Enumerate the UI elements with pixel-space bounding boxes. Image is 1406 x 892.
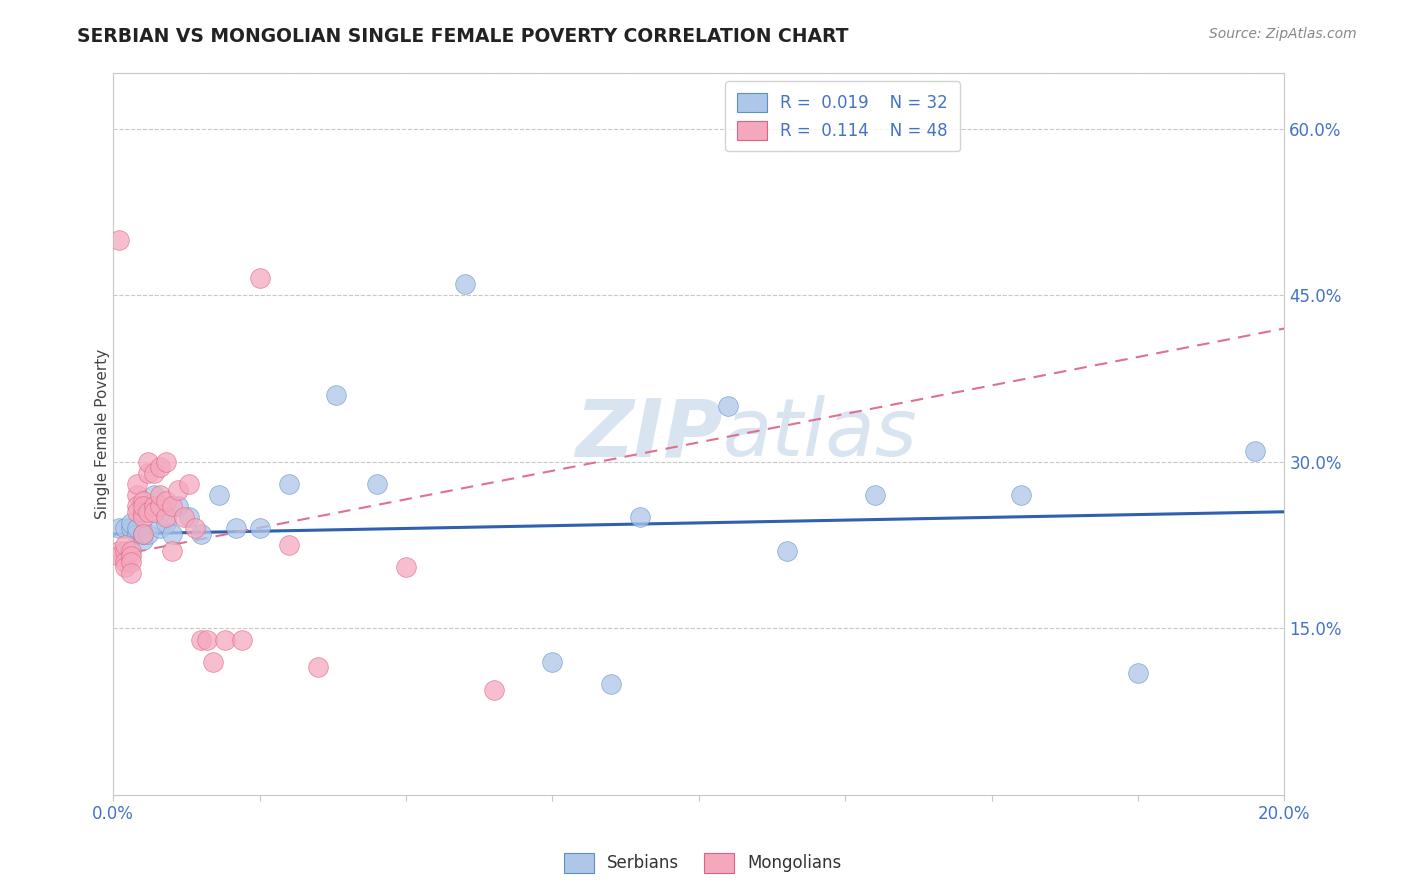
Point <box>155 516 177 530</box>
Point <box>138 466 160 480</box>
Point <box>108 521 131 535</box>
Text: Source: ZipAtlas.com: Source: ZipAtlas.com <box>1209 27 1357 41</box>
Point <box>160 527 183 541</box>
Text: atlas: atlas <box>723 395 917 473</box>
Point <box>208 488 231 502</box>
Point <box>131 510 153 524</box>
Point <box>717 399 740 413</box>
Point <box>114 543 136 558</box>
Point <box>143 488 166 502</box>
Point <box>776 543 799 558</box>
Point <box>166 500 188 514</box>
Point <box>143 466 166 480</box>
Text: ZIP: ZIP <box>575 395 723 473</box>
Legend: R =  0.019    N = 32, R =  0.114    N = 48: R = 0.019 N = 32, R = 0.114 N = 48 <box>725 81 960 152</box>
Point <box>120 555 142 569</box>
Text: SERBIAN VS MONGOLIAN SINGLE FEMALE POVERTY CORRELATION CHART: SERBIAN VS MONGOLIAN SINGLE FEMALE POVER… <box>77 27 849 45</box>
Point <box>278 538 301 552</box>
Point <box>307 660 329 674</box>
Point <box>108 233 131 247</box>
Point <box>179 477 201 491</box>
Point <box>120 549 142 564</box>
Point <box>179 510 201 524</box>
Point <box>395 560 418 574</box>
Point <box>231 632 253 647</box>
Point <box>1126 665 1149 680</box>
Point <box>173 510 195 524</box>
Point <box>149 500 172 514</box>
Point <box>131 493 153 508</box>
Legend: Serbians, Mongolians: Serbians, Mongolians <box>557 847 849 880</box>
Point <box>138 505 160 519</box>
Point <box>125 527 148 541</box>
Point <box>125 477 148 491</box>
Point <box>482 682 505 697</box>
Point <box>143 505 166 519</box>
Point <box>138 455 160 469</box>
Point <box>1244 443 1267 458</box>
Point <box>138 527 160 541</box>
Point <box>1010 488 1032 502</box>
Point <box>120 566 142 580</box>
Point <box>131 533 153 547</box>
Point <box>131 527 153 541</box>
Point <box>149 521 172 535</box>
Point <box>120 543 142 558</box>
Point <box>184 521 207 535</box>
Point <box>120 521 142 535</box>
Point <box>190 632 212 647</box>
Point <box>114 555 136 569</box>
Point <box>214 632 236 647</box>
Point <box>125 505 148 519</box>
Point <box>155 510 177 524</box>
Point <box>366 477 388 491</box>
Point <box>114 538 136 552</box>
Point <box>131 505 153 519</box>
Point <box>195 632 218 647</box>
Point <box>155 455 177 469</box>
Point <box>201 655 224 669</box>
Point <box>160 500 183 514</box>
Point <box>600 677 623 691</box>
Point <box>125 488 148 502</box>
Point <box>143 500 166 514</box>
Point <box>225 521 247 535</box>
Point <box>149 460 172 475</box>
Point <box>190 527 212 541</box>
Point <box>155 493 177 508</box>
Point <box>249 521 271 535</box>
Point <box>131 500 153 514</box>
Point <box>114 560 136 574</box>
Point <box>131 527 153 541</box>
Point <box>160 543 183 558</box>
Point <box>453 277 475 291</box>
Point <box>278 477 301 491</box>
Point <box>166 483 188 497</box>
Point <box>114 521 136 535</box>
Point <box>541 655 564 669</box>
Y-axis label: Single Female Poverty: Single Female Poverty <box>94 349 110 519</box>
Point <box>325 388 347 402</box>
Point <box>125 500 148 514</box>
Point <box>863 488 886 502</box>
Point <box>628 510 651 524</box>
Point <box>120 516 142 530</box>
Point <box>149 488 172 502</box>
Point <box>249 271 271 285</box>
Point <box>108 549 131 564</box>
Point <box>108 543 131 558</box>
Point <box>125 521 148 535</box>
